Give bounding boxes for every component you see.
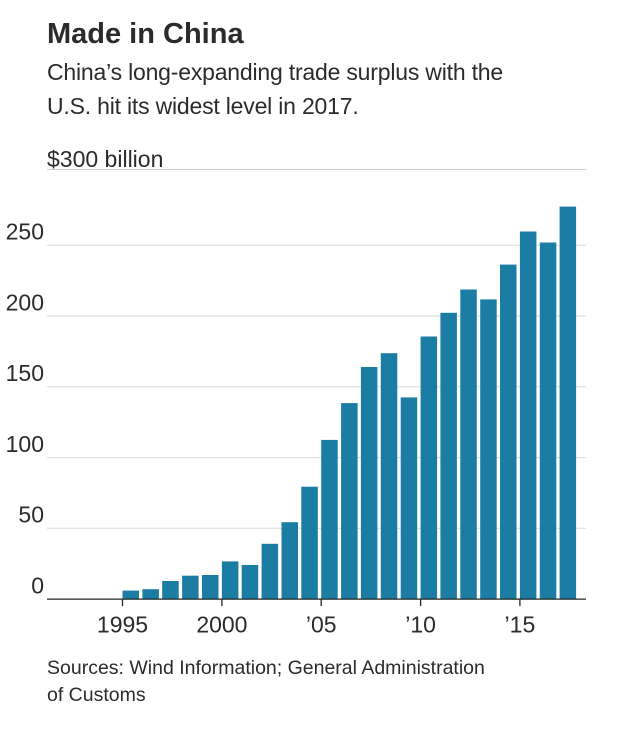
svg-text:50: 50 xyxy=(18,502,44,528)
svg-text:250: 250 xyxy=(6,219,44,245)
svg-text:200: 200 xyxy=(6,289,44,315)
svg-text:2000: 2000 xyxy=(196,611,247,637)
svg-text:100: 100 xyxy=(6,431,44,457)
svg-text:150: 150 xyxy=(6,360,44,386)
svg-text:’10: ’10 xyxy=(405,611,436,637)
svg-text:0: 0 xyxy=(31,573,44,599)
svg-text:’05: ’05 xyxy=(306,611,337,637)
svg-text:’15: ’15 xyxy=(505,611,536,637)
svg-text:1995: 1995 xyxy=(97,611,148,637)
